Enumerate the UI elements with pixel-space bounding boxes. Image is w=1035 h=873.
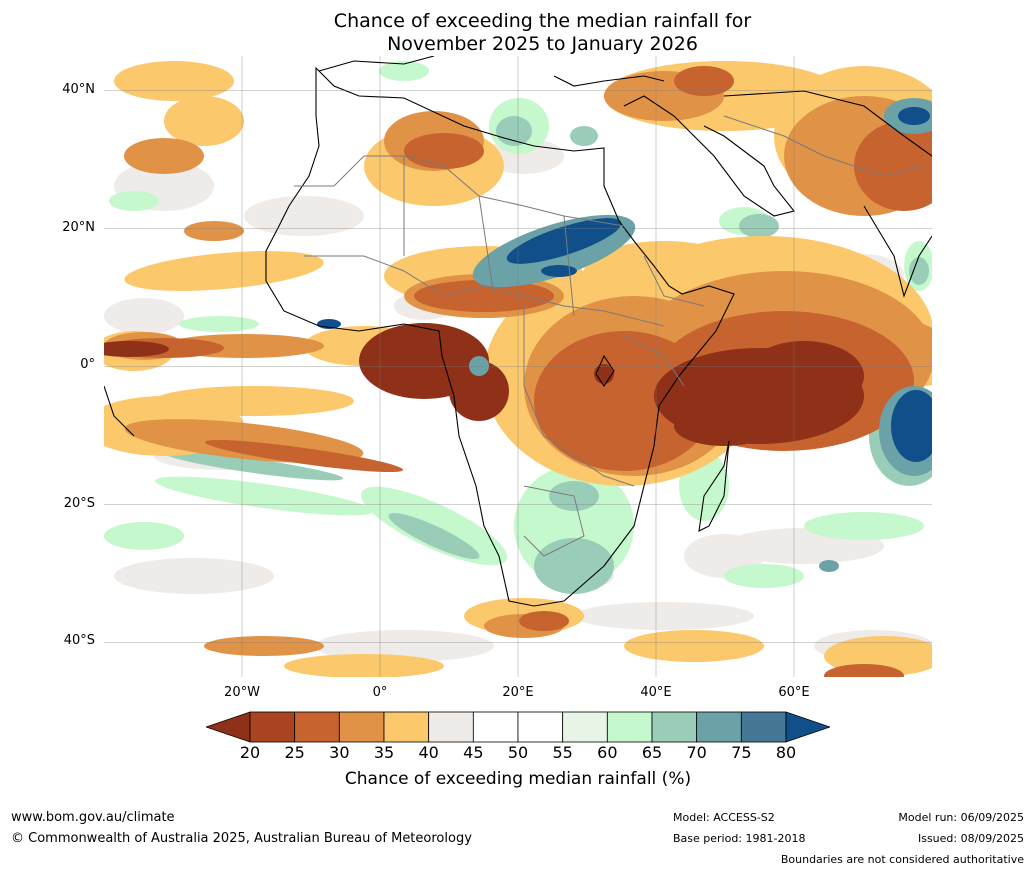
- colorbar-tick-label: 35: [373, 743, 395, 762]
- colorbar-tick-label: 30: [329, 743, 350, 762]
- colorbar-label: Chance of exceeding median rainfall (%): [344, 769, 692, 789]
- colorbar-over-arrow: [785, 711, 830, 743]
- colorbar-segment: [517, 711, 564, 743]
- colorbar-segment: [383, 711, 430, 743]
- colorbar-tick-label: 25: [284, 743, 305, 762]
- wet-extreme-layer: [317, 107, 932, 462]
- colorbar-segment: [294, 711, 340, 743]
- colorbar-tick-label: 60: [597, 743, 618, 762]
- title-line-2: November 2025 to January 2026: [387, 33, 698, 55]
- lon-label-40e: 40°E: [640, 685, 672, 700]
- country-borders: [294, 115, 925, 557]
- disclaimer-text: Boundaries are not considered authoritat…: [780, 853, 1024, 866]
- lon-label-0: 0°: [372, 685, 388, 700]
- copyright-text: © Commonwealth of Australia 2025, Austra…: [11, 831, 472, 846]
- website-text: www.bom.gov.au/climate: [11, 810, 175, 825]
- model-text: Model: ACCESS-S2: [673, 811, 775, 824]
- colorbar-tick-label: 70: [686, 743, 707, 762]
- issued-text: Issued: 08/09/2025: [917, 832, 1024, 845]
- colorbar-segment: [651, 711, 698, 743]
- colorbar-tick-label: 20: [239, 743, 261, 762]
- lat-label-0: 0°: [80, 357, 95, 372]
- lon-label-20e: 20°E: [502, 685, 534, 700]
- map-title: Chance of exceeding the median rainfall …: [0, 10, 1035, 56]
- lat-label-20n: 20°N: [62, 220, 95, 235]
- colorbar-segment: [696, 711, 742, 743]
- colorbar-tick-label: 45: [463, 743, 484, 762]
- colorbar-segment: [562, 711, 608, 743]
- colorbar-segment: [249, 711, 296, 743]
- colorbar-tick-label: 75: [731, 743, 752, 762]
- lat-label-20s: 20°S: [63, 496, 95, 511]
- dry-extreme-layer: [104, 323, 864, 446]
- colorbar-tick-label: 80: [775, 743, 797, 762]
- lat-label-40s: 40°S: [63, 633, 95, 648]
- colorbar-segment: [740, 711, 787, 743]
- rainfall-probability-map: [104, 56, 932, 677]
- title-line-1: Chance of exceeding the median rainfall …: [333, 10, 752, 32]
- colorbar-segment: [606, 711, 653, 743]
- lat-label-40n: 40°N: [62, 82, 95, 97]
- colorbar-segment: [428, 711, 474, 743]
- colorbar-tick-label: 55: [552, 743, 573, 762]
- colorbar: [206, 711, 830, 743]
- graticule: [104, 56, 932, 677]
- colorbar-tick-label: 65: [641, 743, 663, 762]
- colorbar-segment: [472, 711, 519, 743]
- colorbar-segment: [338, 711, 385, 743]
- model-run-text: Model run: 06/09/2025: [898, 811, 1024, 824]
- lon-label-60e: 60°E: [778, 685, 810, 700]
- colorbar-tick-label: 50: [507, 743, 529, 762]
- colorbar-under-arrow: [206, 711, 251, 743]
- lon-label-20w: 20°W: [224, 685, 260, 700]
- base-period-text: Base period: 1981-2018: [673, 832, 806, 845]
- coastlines: [104, 56, 932, 607]
- colorbar-tick-label: 40: [418, 743, 439, 762]
